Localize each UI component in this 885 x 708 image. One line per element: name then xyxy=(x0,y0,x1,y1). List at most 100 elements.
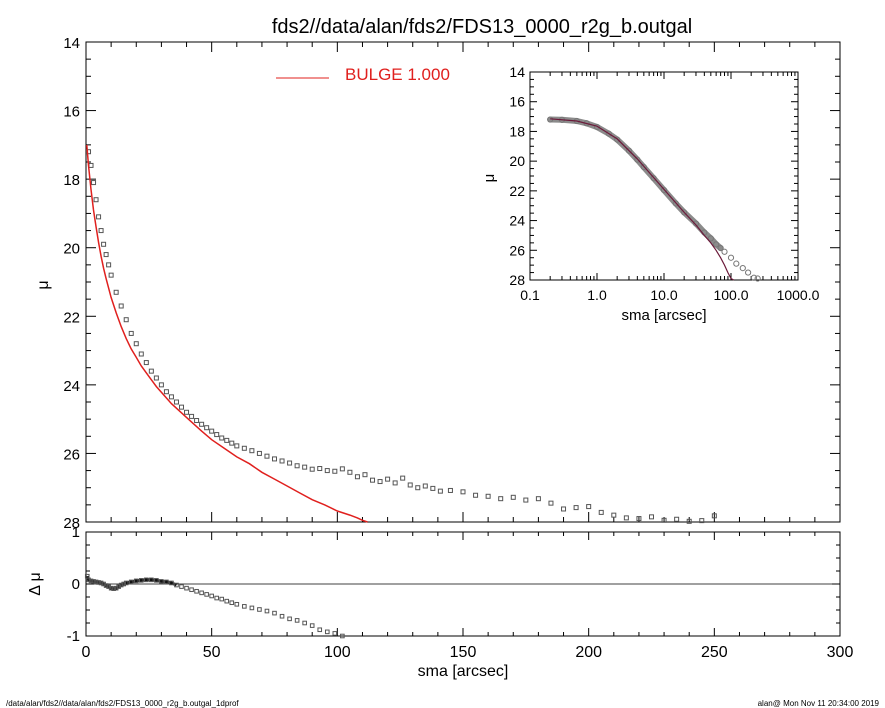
residual-data-point xyxy=(93,579,99,585)
data-point-marker xyxy=(586,504,592,510)
residual-data-point xyxy=(219,596,225,602)
inset-y-tick-label: 26 xyxy=(509,242,525,258)
main-y-tick-label: 24 xyxy=(63,378,80,395)
data-point-marker xyxy=(194,418,200,424)
data-point-marker xyxy=(224,437,230,443)
inset-y-tick-label: 16 xyxy=(509,94,525,110)
data-point-marker xyxy=(173,399,179,405)
residual-data-point xyxy=(294,618,300,623)
inset-y-tick-label: 28 xyxy=(509,272,525,288)
data-point-marker xyxy=(339,466,345,472)
footer-file-path: /data/alan/fds2//data/alan/fds2/FDS13_00… xyxy=(6,699,239,708)
residual-data-point xyxy=(144,577,149,583)
residual-data-point xyxy=(209,593,214,599)
residual-data-point xyxy=(242,604,247,609)
data-point-marker xyxy=(302,464,308,470)
data-point-marker xyxy=(138,351,144,357)
residual-data-point xyxy=(204,592,209,597)
residual-data-point xyxy=(133,578,139,584)
data-point-marker xyxy=(623,515,629,521)
data-point-marker xyxy=(219,435,225,441)
inset-data-point xyxy=(733,260,740,267)
residual-data-point xyxy=(174,582,179,588)
data-point-marker xyxy=(143,360,149,366)
data-point-marker xyxy=(347,469,353,475)
data-point-marker xyxy=(256,450,262,456)
data-point-marker xyxy=(96,214,102,220)
residual-data-point xyxy=(249,605,255,611)
data-point-marker xyxy=(573,505,579,511)
inset-data-point xyxy=(739,265,746,272)
residual-data-point xyxy=(184,585,189,591)
data-point-marker xyxy=(128,330,134,336)
inset-y-axis-label: μ xyxy=(481,174,498,183)
data-point-marker xyxy=(324,468,330,474)
main-y-tick-label: 22 xyxy=(63,309,80,326)
residual-data-point xyxy=(302,620,307,626)
data-point-marker xyxy=(88,162,94,168)
main-y-tick-label: 26 xyxy=(63,446,80,463)
residual-data-point xyxy=(199,590,204,596)
residual-data-point xyxy=(317,627,323,633)
residual-data-point xyxy=(229,600,235,606)
data-point-marker xyxy=(370,477,376,483)
data-point-marker xyxy=(279,458,285,464)
bulge-model-line xyxy=(86,144,368,523)
data-point-marker xyxy=(101,241,107,247)
residual-data-point xyxy=(138,578,144,583)
residual-data-point xyxy=(88,578,94,584)
residual-data-point xyxy=(103,583,109,588)
data-point-marker xyxy=(711,513,717,519)
data-point-marker xyxy=(377,479,383,485)
data-point-marker xyxy=(118,303,124,309)
residual-data-point xyxy=(111,586,116,591)
inset-data-point xyxy=(754,275,761,282)
data-point-marker xyxy=(473,492,479,498)
residual-data-point xyxy=(159,579,164,584)
residual-data-point xyxy=(164,579,169,585)
inset-data-point xyxy=(727,254,735,261)
inset-y-tick-label: 24 xyxy=(509,213,525,229)
residual-x-tick-label: 250 xyxy=(701,644,728,661)
data-point-marker xyxy=(158,382,164,388)
data-point-marker xyxy=(317,466,323,472)
residual-data-point xyxy=(128,579,134,585)
data-point-marker xyxy=(415,485,421,491)
residual-data-point xyxy=(169,580,174,586)
inset-x-axis-label: sma [arcsec] xyxy=(621,307,706,324)
residual-data-point xyxy=(123,580,129,586)
data-point-marker xyxy=(611,512,617,518)
data-point-marker xyxy=(93,197,99,203)
data-point-marker xyxy=(354,474,360,480)
inset-x-tick-label: 10.0 xyxy=(650,287,677,303)
inset-x-tick-label: 100.0 xyxy=(713,287,748,303)
main-y-tick-label: 14 xyxy=(63,35,80,52)
residual-data-point xyxy=(189,587,194,593)
data-point-marker xyxy=(179,404,185,410)
inset-background xyxy=(530,72,798,280)
data-point-marker xyxy=(294,463,300,469)
residual-data-point xyxy=(340,633,345,639)
residual-data-point xyxy=(287,616,292,622)
data-point-marker xyxy=(561,506,567,512)
residual-x-tick-label: 300 xyxy=(827,644,854,661)
data-point-marker xyxy=(234,443,240,449)
residual-data-point xyxy=(272,610,277,616)
data-point-marker xyxy=(548,500,554,506)
data-point-marker xyxy=(133,341,139,347)
data-point-marker xyxy=(400,475,406,481)
inset-data-point xyxy=(721,248,728,255)
inset-data-point xyxy=(750,274,758,281)
data-point-marker xyxy=(523,497,529,503)
residual-x-tick-label: 100 xyxy=(324,644,351,661)
inset-y-tick-label: 20 xyxy=(509,153,525,169)
data-point-marker xyxy=(535,496,541,502)
residual-data-point xyxy=(332,631,338,636)
main-y-tick-label: 20 xyxy=(63,241,80,258)
data-point-marker xyxy=(272,456,277,462)
residual-y-tick-label: -1 xyxy=(67,628,80,645)
data-point-marker xyxy=(460,489,466,495)
residual-data-point xyxy=(86,577,91,583)
residual-data-point xyxy=(91,579,96,584)
footer-user-timestamp: alan@ Mon Nov 11 20:34:00 2019 xyxy=(757,699,879,708)
